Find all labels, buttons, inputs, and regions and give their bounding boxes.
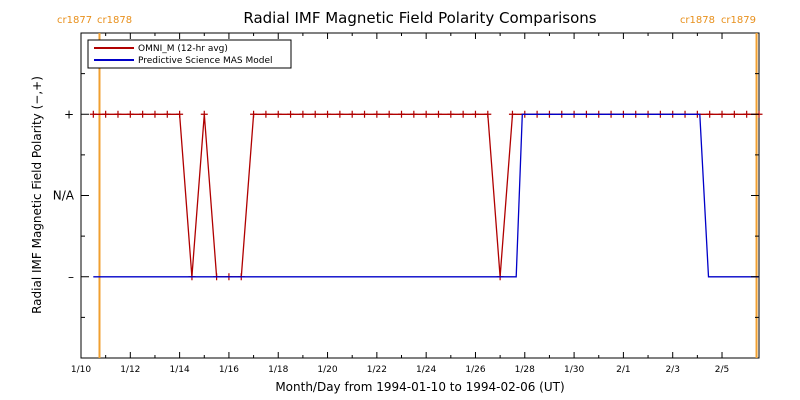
carrington-label-right-1: cr1878 bbox=[680, 15, 715, 26]
x-tick-label: 1/24 bbox=[416, 365, 436, 375]
series-line-0 bbox=[93, 113, 759, 278]
series-point-0 bbox=[176, 110, 184, 118]
series-point-0 bbox=[299, 110, 307, 118]
x-tick-label: 1/14 bbox=[170, 365, 190, 375]
series-point-0 bbox=[410, 110, 418, 118]
series-point-0 bbox=[274, 110, 282, 118]
legend-label-omni: OMNI_M (12-hr avg) bbox=[138, 44, 228, 54]
chart-title: Radial IMF Magnetic Field Polarity Compa… bbox=[243, 9, 596, 27]
series-point-0 bbox=[718, 110, 726, 118]
plot-frame bbox=[80, 32, 760, 359]
series-point-0 bbox=[743, 110, 751, 118]
y-tick-label: N/A bbox=[53, 189, 75, 203]
series-point-0 bbox=[508, 110, 516, 118]
x-tick-label: 2/5 bbox=[715, 365, 729, 375]
x-tick-label: 1/28 bbox=[515, 365, 535, 375]
series-point-0 bbox=[262, 110, 270, 118]
x-axis-label: Month/Day from 1994-01-10 to 1994-02-06 … bbox=[275, 380, 564, 394]
y-tick-label: – bbox=[68, 270, 74, 284]
x-tick-label: 2/3 bbox=[665, 365, 679, 375]
series-point-0 bbox=[484, 110, 492, 118]
series-point-0 bbox=[126, 110, 134, 118]
x-tick-label: 1/12 bbox=[120, 365, 140, 375]
series-point-0 bbox=[373, 110, 381, 118]
legend-label-mas: Predictive Science MAS Model bbox=[138, 56, 273, 66]
series-point-0 bbox=[139, 110, 147, 118]
x-tick-label: 1/18 bbox=[268, 365, 288, 375]
y-axis-label: Radial IMF Magnetic Field Polarity (−,+) bbox=[30, 76, 44, 314]
x-tick-label: 1/22 bbox=[367, 365, 387, 375]
x-tick-label: 1/16 bbox=[219, 365, 239, 375]
series-point-0 bbox=[151, 110, 159, 118]
series-point-0 bbox=[434, 110, 442, 118]
series-point-0 bbox=[311, 110, 319, 118]
x-tick-label: 2/1 bbox=[616, 365, 630, 375]
y-tick-label: + bbox=[64, 107, 74, 121]
series-point-0 bbox=[102, 110, 110, 118]
series-point-0 bbox=[385, 110, 393, 118]
series-line-1 bbox=[93, 113, 759, 278]
series-point-0 bbox=[324, 110, 332, 118]
legend-box bbox=[87, 39, 292, 69]
carrington-label-left-2: cr1878 bbox=[97, 15, 132, 26]
series-point-0 bbox=[287, 110, 295, 118]
axis-ticks: 1/10 1/12 1/14 1/16 1/18 1/20 1/22 1/24 1/26 1/28… bbox=[53, 33, 759, 375]
series-point-0 bbox=[200, 110, 208, 118]
legend: OMNI_M (12-hr avg) Predictive Science MA… bbox=[87, 39, 292, 69]
x-tick-label: 1/26 bbox=[465, 365, 485, 375]
series-point-0 bbox=[447, 110, 455, 118]
series-point-0 bbox=[471, 110, 479, 118]
series-point-0 bbox=[459, 110, 467, 118]
x-tick-label: 1/20 bbox=[317, 365, 337, 375]
series-point-0 bbox=[336, 110, 344, 118]
carrington-label-left-1: cr1877 bbox=[57, 15, 92, 26]
series-point-0 bbox=[348, 110, 356, 118]
x-tick-label: 1/10 bbox=[71, 365, 91, 375]
carrington-label-right-2: cr1879 bbox=[721, 15, 756, 26]
series-point-0 bbox=[89, 110, 97, 118]
series-point-0 bbox=[422, 110, 430, 118]
series-layer bbox=[89, 110, 763, 281]
series-point-0 bbox=[706, 110, 714, 118]
x-tick-label: 1/30 bbox=[564, 365, 584, 375]
series-point-0 bbox=[163, 110, 171, 118]
series-point-0 bbox=[730, 110, 738, 118]
series-point-0 bbox=[361, 110, 369, 118]
series-point-0 bbox=[398, 110, 406, 118]
series-point-0 bbox=[114, 110, 122, 118]
series-point-0 bbox=[250, 110, 258, 118]
